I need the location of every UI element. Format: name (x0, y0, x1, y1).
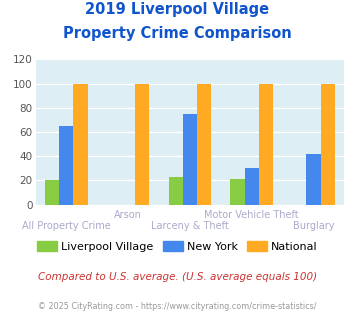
Text: Larceny & Theft: Larceny & Theft (151, 221, 229, 231)
Bar (306, 154, 321, 205)
Bar (59, 126, 73, 205)
Bar (259, 83, 273, 205)
Text: Motor Vehicle Theft: Motor Vehicle Theft (204, 210, 299, 219)
Bar (230, 179, 245, 205)
Bar (135, 83, 149, 205)
Bar (183, 114, 197, 205)
Bar (45, 181, 59, 205)
Text: All Property Crime: All Property Crime (22, 221, 111, 231)
Text: Arson: Arson (114, 210, 142, 219)
Bar (245, 168, 259, 205)
Text: © 2025 CityRating.com - https://www.cityrating.com/crime-statistics/: © 2025 CityRating.com - https://www.city… (38, 302, 317, 311)
Legend: Liverpool Village, New York, National: Liverpool Village, New York, National (33, 237, 322, 256)
Text: 2019 Liverpool Village: 2019 Liverpool Village (86, 2, 269, 16)
Text: Burglary: Burglary (293, 221, 334, 231)
Bar (321, 83, 335, 205)
Text: Property Crime Comparison: Property Crime Comparison (63, 26, 292, 41)
Bar (197, 83, 211, 205)
Bar (169, 177, 183, 205)
Bar (73, 83, 88, 205)
Text: Compared to U.S. average. (U.S. average equals 100): Compared to U.S. average. (U.S. average … (38, 272, 317, 282)
